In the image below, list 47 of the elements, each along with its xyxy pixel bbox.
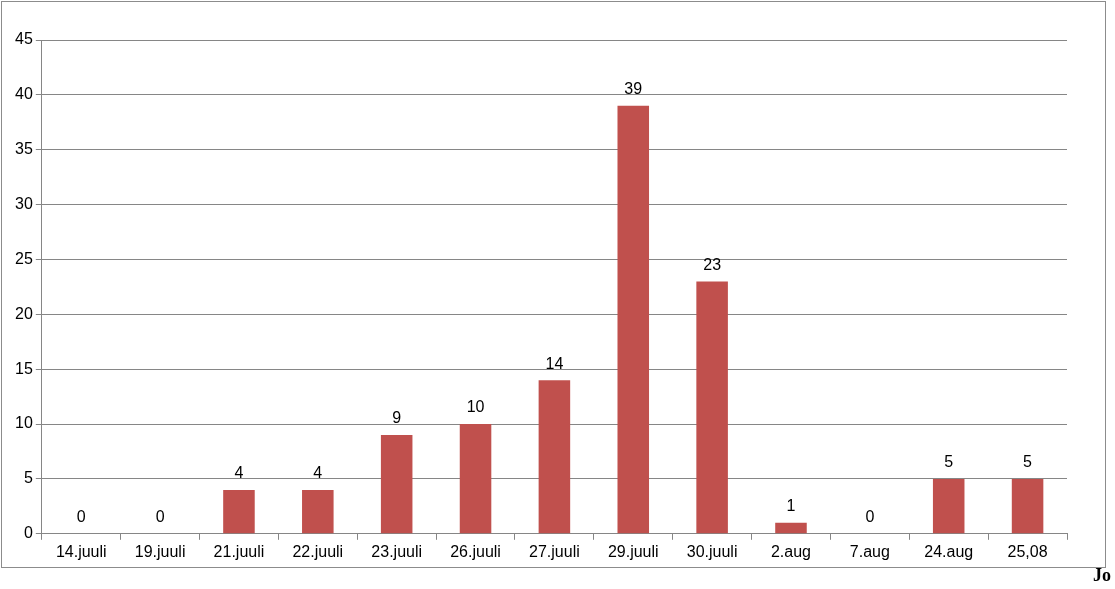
x-tick-label: 2.aug: [770, 542, 812, 560]
data-label: 10: [466, 398, 485, 416]
bar: [617, 105, 650, 534]
bar: [223, 489, 255, 534]
bar: [538, 380, 571, 534]
y-tick-label: 0: [23, 524, 33, 542]
x-tick-label: 7.aug: [849, 542, 890, 560]
bar: [302, 489, 334, 534]
bar: [775, 522, 807, 534]
data-label: 0: [76, 508, 86, 526]
x-tick-label: 22.juuli: [292, 542, 344, 560]
y-tick-label: 40: [15, 85, 33, 103]
bar: [459, 424, 492, 534]
text: Jo: [1093, 565, 1111, 586]
y-tick-label: 20: [15, 304, 33, 322]
bar: [1011, 478, 1044, 534]
x-tick-label: 25,08: [1007, 542, 1048, 560]
y-tick-label: 10: [15, 414, 33, 432]
data-label: 39: [624, 80, 643, 98]
x-tick-label: 19.juuli: [134, 542, 186, 560]
x-tick-label: 27.juuli: [529, 542, 580, 560]
data-label: 0: [865, 508, 875, 526]
bar: [932, 478, 965, 534]
bar: [380, 435, 413, 534]
x-tick-label: 26.juuli: [450, 542, 501, 560]
data-label: 5: [944, 453, 954, 471]
x-tick-label: 23.juuli: [371, 542, 423, 560]
data-label: 0: [155, 508, 165, 526]
data-label: 4: [313, 464, 323, 482]
bar: [696, 281, 728, 534]
x-tick-label: 30.juuli: [686, 542, 738, 560]
data-label: 1: [786, 497, 796, 515]
x-tick-label: 24.aug: [924, 542, 974, 560]
data-label: 14: [545, 354, 564, 372]
x-tick-label: 29.juuli: [607, 542, 659, 560]
data-label: 23: [703, 255, 722, 273]
y-tick-label: 5: [23, 469, 33, 487]
data-label: 4: [234, 464, 244, 482]
y-tick-label: 35: [15, 140, 33, 158]
x-tick-label: 14.juuli: [55, 542, 107, 560]
y-tick-label: 25: [15, 249, 33, 267]
y-tick-label: 30: [15, 195, 33, 213]
x-tick-label: 21.juuli: [213, 542, 265, 560]
y-tick-label: 15: [15, 359, 33, 377]
data-label: 5: [1023, 453, 1033, 471]
data-label: 9: [392, 409, 402, 427]
y-tick-label: 45: [15, 30, 33, 48]
